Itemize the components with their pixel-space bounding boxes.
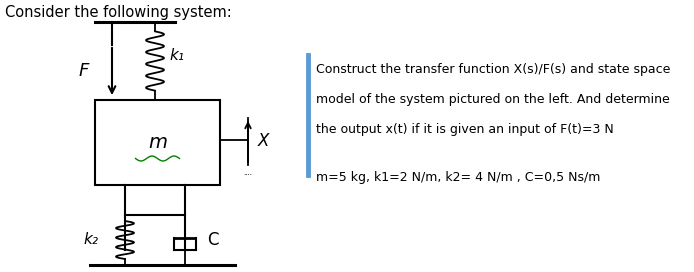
Text: ....: .... xyxy=(244,170,253,176)
Text: model of the system pictured on the left. And determine: model of the system pictured on the left… xyxy=(316,94,670,107)
Text: k₂: k₂ xyxy=(83,233,98,248)
Text: Construct the transfer function X(s)/F(s) and state space: Construct the transfer function X(s)/F(s… xyxy=(316,63,670,76)
Text: m=5 kg, k1=2 N/m, k2= 4 N/m , C=0,5 Ns/m: m=5 kg, k1=2 N/m, k2= 4 N/m , C=0,5 Ns/m xyxy=(316,172,600,184)
Text: k₁: k₁ xyxy=(169,48,184,63)
Text: C: C xyxy=(207,231,219,249)
Text: the output x(t) if it is given an input of F(t)=3 N: the output x(t) if it is given an input … xyxy=(316,123,613,137)
Text: F: F xyxy=(79,63,90,81)
Text: Consider the following system:: Consider the following system: xyxy=(5,5,232,20)
Bar xyxy=(95,100,220,185)
Text: X: X xyxy=(258,132,269,150)
Text: m: m xyxy=(148,133,167,152)
